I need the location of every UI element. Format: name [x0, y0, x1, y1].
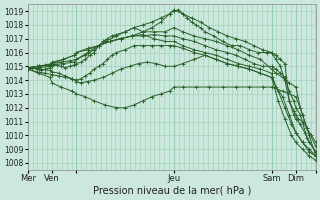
X-axis label: Pression niveau de la mer( hPa ): Pression niveau de la mer( hPa ) — [92, 186, 251, 196]
